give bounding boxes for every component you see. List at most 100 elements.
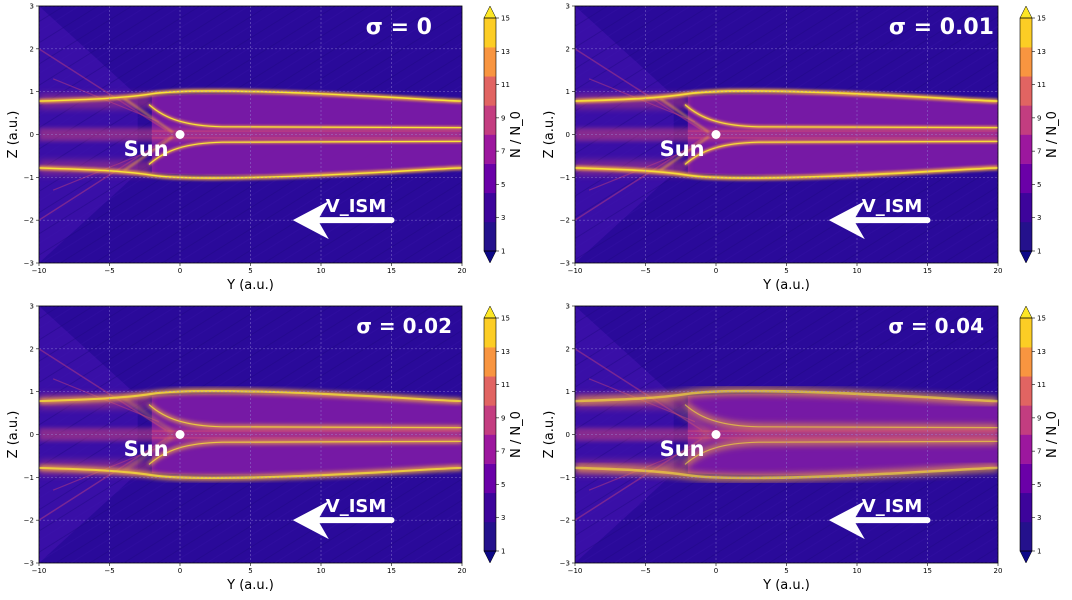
colorbar-tick-label: 15 [1037,315,1046,323]
lower-wing [575,167,998,179]
x-tick-label: 10 [317,567,326,575]
y-tick-label: 3 [566,303,570,311]
inner-cone-lower-core [148,140,462,165]
colorbar-label: N / N_0 [509,111,524,158]
colorbar-segment [484,105,496,135]
vism-arrow-head [828,201,865,240]
y-tick-label: −2 [24,517,34,525]
colorbar-segment [484,318,496,348]
colorbar-segment [484,376,496,406]
ray [39,438,167,521]
colorbar-segment [1020,318,1032,348]
y-tick-label: 3 [566,3,570,11]
y-tick-label: 3 [30,3,34,11]
colorbar-tick-label: 11 [1037,81,1046,89]
cone-tip [659,136,710,172]
y-tick-label: −2 [560,517,570,525]
colorbar-segment [484,347,496,377]
sun-marker [711,130,721,139]
y-tick-label: 2 [30,345,34,353]
x-tick-label: 0 [178,267,182,275]
colorbar-tick-label: 9 [1037,414,1041,422]
colorbar-segment [1020,521,1032,552]
y-tick-label: −1 [24,474,34,482]
x-tick-label: −5 [104,267,114,275]
colorbar-extend-top [1019,305,1033,319]
sigma-title: σ = 0 [366,15,432,40]
colorbar-segment [1020,463,1032,494]
x-tick-label: −5 [104,567,114,575]
sun-label: Sun [124,137,169,161]
y-tick-label: −3 [560,560,570,568]
colorbar-segment [1020,163,1032,194]
colorbar-tick-label: 11 [501,81,510,89]
y-tick-label: −2 [560,217,570,225]
x-tick-label: 20 [458,567,467,575]
colorbar-segment [484,492,496,523]
colorbar-segment [484,521,496,552]
cone-tip [123,136,174,172]
colorbar-tick-label: 5 [501,181,505,189]
colorbar-tick-label: 15 [501,315,510,323]
sun-label: Sun [660,437,705,461]
colorbar-label: N / N_0 [1045,411,1060,458]
y-tick-label: 0 [30,131,34,139]
y-tick-label: −2 [24,217,34,225]
cone-tip [123,97,174,133]
x-tick-label: 0 [178,567,182,575]
colorbar-segment [484,163,496,194]
colorbar-segment [1020,221,1032,252]
colorbar-tick-label: 1 [501,548,505,556]
colorbar-tick-label: 5 [1037,481,1041,489]
colorbar-tick-label: 11 [501,381,510,389]
y-tick-label: 0 [566,431,570,439]
inner-cone-upper-core [684,104,998,129]
vism-label: V_ISM [862,496,923,517]
colorbar-tick-label: 7 [501,448,505,456]
colorbar-tick-label: 13 [501,48,510,56]
y-tick-label: −3 [24,260,34,268]
upper-wing [39,90,462,102]
colorbar-segment [1020,192,1032,223]
x-tick-label: 5 [784,567,788,575]
y-tick-label: 1 [566,88,570,96]
colorbar-extend-top [483,5,497,19]
colorbar-segment [1020,405,1032,435]
ray [39,48,167,131]
colorbar-tick-label: 11 [1037,381,1046,389]
y-tick-label: −1 [560,474,570,482]
x-axis-label: Y (a.u.) [226,278,274,293]
y-tick-label: 0 [30,431,34,439]
colorbar-tick-label: 9 [1037,114,1041,122]
cone-tip [659,436,710,472]
colorbar-tick-label: 9 [501,114,505,122]
x-tick-label: −10 [568,267,583,275]
x-tick-label: 15 [387,267,396,275]
colorbar-tick-label: 7 [1037,448,1041,456]
colorbar-tick-label: 3 [501,214,505,222]
colorbar-label: N / N_0 [1045,111,1060,158]
y-tick-label: 3 [30,303,34,311]
colorbar-segment [484,18,496,48]
y-tick-label: −1 [560,174,570,182]
colorbar-tick-label: 15 [1037,15,1046,23]
vism-label: V_ISM [862,196,923,217]
x-tick-label: −10 [32,267,47,275]
colorbar-tick-label: 13 [1037,348,1046,356]
sigma-title: σ = 0.02 [356,314,452,338]
colorbar-segment [484,405,496,435]
colorbar-extend-bottom [1019,550,1033,564]
x-tick-label: −5 [640,267,650,275]
sigma-title: σ = 0.04 [888,314,984,338]
x-tick-label: −10 [568,567,583,575]
x-tick-label: 0 [714,567,718,575]
colorbar-segment [484,434,496,464]
colorbar-tick-label: 3 [1037,214,1041,222]
vism-arrow-head [828,501,865,540]
cone-tip [659,97,710,133]
colorbar-frame [483,17,497,252]
x-axis-label: Y (a.u.) [762,578,810,593]
colorbar-frame [1019,17,1033,252]
